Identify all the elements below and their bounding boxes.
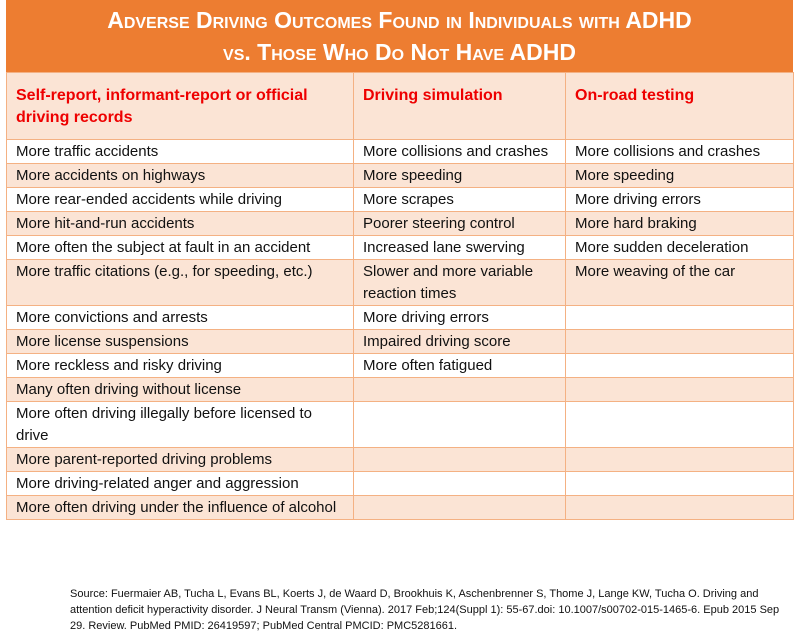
table-cell (353, 401, 566, 448)
table-row: More traffic accidents More collisions an… (6, 139, 794, 164)
table-row: More often driving illegally before lice… (6, 401, 794, 448)
table-row: More traffic citations (e.g., for speedi… (6, 259, 794, 306)
table-cell: More hit-and-run accidents (6, 211, 354, 236)
table-row: More license suspensions Impaired driving… (6, 329, 794, 354)
table-cell: More collisions and crashes (565, 139, 794, 164)
table-cell: More convictions and arrests (6, 305, 354, 330)
column-header: Driving simulation (353, 72, 566, 140)
table-row: More parent-reported driving problems (6, 447, 794, 472)
table-cell: More often the subject at fault in an ac… (6, 235, 354, 260)
table-cell (353, 377, 566, 402)
table-cell: More driving-related anger and aggressio… (6, 471, 354, 496)
table-row: More driving-related anger and aggressio… (6, 471, 794, 496)
title-line: vs. Those Who Do Not Have ADHD (223, 39, 576, 65)
table-body: More traffic accidents More collisions an… (6, 139, 794, 520)
table-cell: More rear-ended accidents while driving (6, 187, 354, 212)
table-cell: Slower and more variable reaction times (353, 259, 566, 306)
table-cell: Many often driving without license (6, 377, 354, 402)
source-note: Source: Fuermaier AB, Tucha L, Evans BL,… (70, 588, 780, 632)
table-cell (565, 377, 794, 402)
table-cell: More traffic citations (e.g., for speedi… (6, 259, 354, 306)
table-cell: Increased lane swerving (353, 235, 566, 260)
table-cell (565, 305, 794, 330)
table-cell: Impaired driving score (353, 329, 566, 354)
table-row: More accidents on highways More speeding M… (6, 163, 794, 188)
table-cell: More traffic accidents (6, 139, 354, 164)
table-row: More rear-ended accidents while driving M… (6, 187, 794, 212)
table-cell (565, 495, 794, 520)
table-cell: More parent-reported driving problems (6, 447, 354, 472)
table-cell: More license suspensions (6, 329, 354, 354)
table-cell: More hard braking (565, 211, 794, 236)
table-cell: More reckless and risky driving (6, 353, 354, 378)
table-cell: More often driving under the influence o… (6, 495, 354, 520)
table-cell (565, 401, 794, 448)
table-row: Many often driving without license (6, 377, 794, 402)
title-bar: Adverse Driving Outcomes Found in Indivi… (6, 0, 793, 72)
table-cell (565, 329, 794, 354)
table-cell: More often driving illegally before lice… (6, 401, 354, 448)
table-cell: More driving errors (565, 187, 794, 212)
table-cell: More often fatigued (353, 353, 566, 378)
table-row: More convictions and arrests More driving… (6, 305, 794, 330)
table-cell: More speeding (353, 163, 566, 188)
table-cell: More weaving of the car (565, 259, 794, 306)
title-line: Adverse Driving Outcomes Found in Indivi… (107, 7, 692, 33)
table-row: More hit-and-run accidents Poorer steerin… (6, 211, 794, 236)
table-cell: More driving errors (353, 305, 566, 330)
table-cell: More collisions and crashes (353, 139, 566, 164)
table-row: More reckless and risky driving More ofte… (6, 353, 794, 378)
table-cell (565, 353, 794, 378)
column-header: On-road testing (565, 72, 794, 140)
table-cell (353, 471, 566, 496)
table-cell: More accidents on highways (6, 163, 354, 188)
table: Self-report, informant-report or officia… (6, 72, 794, 520)
table-cell: More sudden deceleration (565, 235, 794, 260)
table-cell (565, 447, 794, 472)
header-row: Self-report, informant-report or officia… (6, 72, 794, 140)
column-header: Self-report, informant-report or officia… (6, 72, 354, 140)
table-cell (353, 447, 566, 472)
table-row: More often the subject at fault in an ac… (6, 235, 794, 260)
table-row: More often driving under the influence o… (6, 495, 794, 520)
table-cell (565, 471, 794, 496)
table-cell (353, 495, 566, 520)
table-cell: Poorer steering control (353, 211, 566, 236)
table-cell: More speeding (565, 163, 794, 188)
table-cell: More scrapes (353, 187, 566, 212)
